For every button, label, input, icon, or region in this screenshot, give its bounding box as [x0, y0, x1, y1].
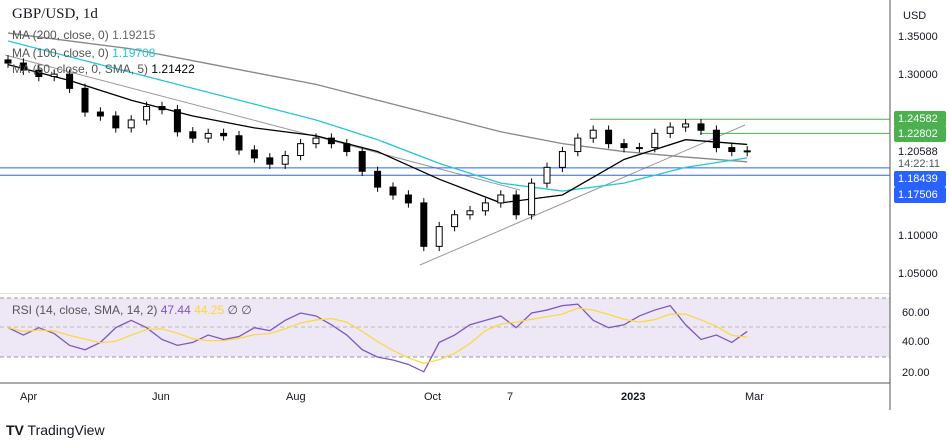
candle: [574, 137, 582, 153]
time-tick: Jun: [152, 391, 170, 403]
rsi-ma-value: 44.25: [194, 303, 225, 317]
candle: [19, 62, 27, 71]
price-tick: 1.30000: [898, 69, 938, 81]
candle: [451, 214, 459, 228]
candle: [266, 157, 274, 165]
candle: [481, 202, 489, 212]
candle: [697, 123, 705, 131]
ma50-label: MA (50, close, 0, SMA, 5): [12, 62, 149, 76]
candle: [66, 73, 74, 89]
candle: [158, 106, 166, 111]
tradingview-icon: TV: [6, 422, 24, 438]
candle: [620, 143, 628, 149]
level-label[interactable]: 1.17506: [894, 187, 946, 203]
candle: [728, 147, 736, 153]
level-label[interactable]: 1.18439: [894, 171, 946, 187]
time-tick: 2023: [621, 391, 646, 403]
symbol-title[interactable]: GBP/USD, 1d: [12, 6, 98, 22]
candle: [220, 132, 228, 137]
candle: [358, 151, 366, 172]
brand-name: TradingView: [27, 422, 105, 438]
time-tick: Mar: [745, 391, 764, 403]
rsi-tick: 40.00: [902, 336, 930, 348]
rsi-value: 47.44: [160, 303, 191, 317]
candle: [543, 166, 551, 184]
candle: [327, 137, 335, 145]
candle: [235, 135, 243, 151]
price-tick: 1.05000: [898, 268, 938, 280]
candle: [558, 151, 566, 168]
currency-label: USD: [903, 10, 927, 22]
time-tick: Aug: [286, 391, 306, 403]
rsi-ma-line: [7, 307, 748, 364]
last-price: 1.20588: [898, 146, 938, 158]
candle: [389, 186, 397, 196]
candle: [512, 194, 520, 216]
level-label[interactable]: 1.24582: [894, 111, 946, 127]
ma50-legend[interactable]: MA (50, close, 0, SMA, 5) 1.21422: [12, 62, 195, 76]
rsi-extra-2: ∅: [241, 303, 252, 317]
candle: [528, 182, 536, 216]
ma100-label: MA (100, close, 0): [12, 46, 109, 60]
candle: [497, 194, 505, 204]
tradingview-logo[interactable]: TV TradingView: [6, 422, 105, 438]
time-tick: 7: [507, 391, 514, 403]
candle: [281, 155, 289, 165]
ma200-value: 1.19215: [112, 28, 156, 42]
candle: [250, 149, 258, 159]
candle: [589, 129, 597, 139]
time-tick: Apr: [20, 391, 38, 403]
rsi-tick: 20.00: [902, 367, 930, 379]
ma100-line: [7, 40, 748, 192]
uptrend-line[interactable]: [419, 124, 746, 266]
candle: [112, 115, 120, 129]
candle: [343, 143, 351, 153]
candle: [712, 129, 720, 149]
candle: [404, 194, 412, 204]
candle: [682, 123, 690, 128]
rsi-label: RSI (14, close, SMA, 14, 2): [12, 303, 158, 317]
candle: [81, 87, 89, 113]
candle: [605, 129, 613, 145]
candle: [743, 150, 751, 153]
ma200-legend[interactable]: MA (200, close, 0) 1.19215: [12, 28, 155, 42]
candle: [96, 111, 104, 117]
candle: [50, 73, 58, 77]
level-label[interactable]: 1.22802: [894, 126, 946, 142]
candle: [204, 132, 212, 139]
ma200-label: MA (200, close, 0): [12, 28, 109, 42]
candle: [651, 132, 659, 149]
ma50-value: 1.21422: [151, 62, 195, 76]
time-tick: Oct: [424, 391, 442, 403]
ma100-value: 1.19708: [112, 46, 156, 60]
price-tick: 1.10000: [898, 230, 938, 242]
candle: [374, 170, 382, 188]
candle: [127, 119, 135, 129]
rsi-line: [7, 303, 748, 373]
rsi-legend[interactable]: RSI (14, close, SMA, 14, 2) 47.44 44.25 …: [12, 303, 252, 317]
candle: [173, 109, 181, 133]
candle: [666, 126, 674, 134]
candle: [435, 226, 443, 247]
candle: [4, 59, 12, 64]
rsi-extra-1: ∅: [227, 303, 238, 317]
rsi-tick: 60.00: [902, 307, 930, 319]
ma50-line: [7, 64, 748, 204]
candle: [312, 137, 320, 145]
candle: [297, 143, 305, 156]
candle: [466, 210, 474, 216]
candle: [143, 106, 151, 121]
price-tick: 1.35000: [898, 31, 938, 43]
bar-countdown: 14:22:11: [898, 158, 941, 170]
candle: [635, 147, 643, 150]
candle: [420, 202, 428, 247]
ma100-legend[interactable]: MA (100, close, 0) 1.19708: [12, 46, 155, 60]
candle: [189, 131, 197, 139]
candle: [35, 69, 43, 77]
